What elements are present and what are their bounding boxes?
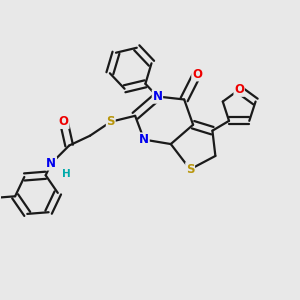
Text: S: S <box>106 115 115 128</box>
Text: H: H <box>62 169 71 179</box>
Text: O: O <box>192 68 202 81</box>
Text: N: N <box>139 133 149 146</box>
Text: N: N <box>152 90 162 103</box>
Text: S: S <box>186 163 194 176</box>
Text: O: O <box>234 83 244 96</box>
Text: O: O <box>59 115 69 128</box>
Text: N: N <box>46 157 56 170</box>
